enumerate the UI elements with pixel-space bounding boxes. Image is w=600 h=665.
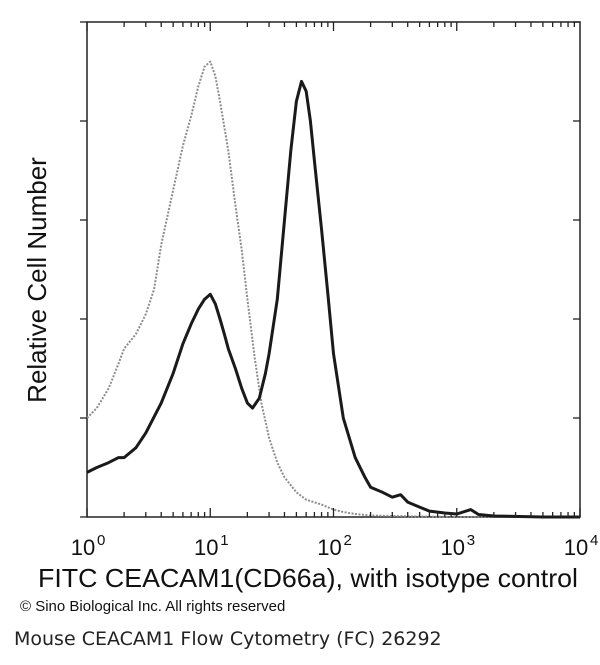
series-layer (86, 60, 580, 519)
x-tick-label-exponent: 4 (590, 532, 598, 549)
y-axis-title: Relative Cell Number (22, 157, 52, 403)
series-line-isotype (86, 60, 580, 518)
x-tick-label: 10 (317, 535, 341, 560)
copyright-notice: © Sino Biological Inc. All rights reserv… (20, 598, 285, 615)
plot-frame (86, 21, 581, 518)
x-axis-title: FITC CEACAM1(CD66a), with isotype contro… (38, 563, 578, 593)
x-axis-ticks (86, 22, 581, 517)
x-tick-label: 10 (194, 535, 218, 560)
figure-caption: Mouse CEACAM1 Flow Cytometry (FC) 26292 (14, 628, 442, 650)
x-tick-label: 10 (71, 535, 95, 560)
x-tick-label: 10 (564, 535, 588, 560)
x-tick-label-exponent: 0 (97, 532, 105, 549)
x-tick-label-exponent: 2 (344, 532, 352, 549)
x-tick-label-exponent: 1 (220, 532, 228, 549)
x-tick-labels: 10 0 10 1 10 2 10 3 10 4 (71, 532, 599, 560)
y-axis-ticks (80, 21, 580, 518)
histogram-chart: 10 0 10 1 10 2 10 3 10 4 FITC CEACAM1(CD66a), wit… (20, 21, 599, 615)
series-line-ceacam1 (86, 79, 580, 519)
x-tick-label: 10 (441, 535, 465, 560)
x-tick-label-exponent: 3 (467, 532, 475, 549)
